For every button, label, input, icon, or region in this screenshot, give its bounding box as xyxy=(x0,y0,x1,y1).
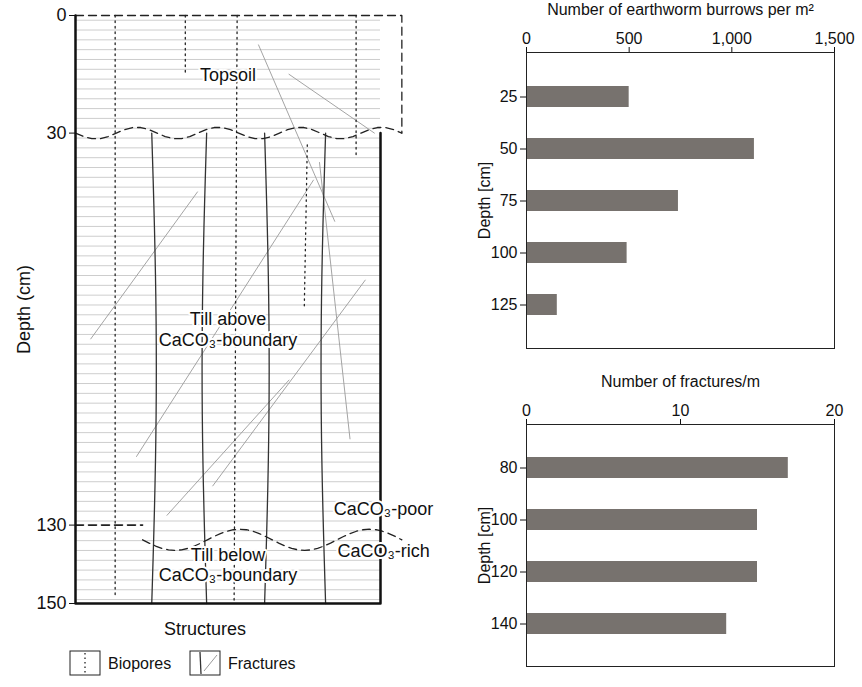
svg-text:1,000: 1,000 xyxy=(712,30,752,47)
svg-text:0: 0 xyxy=(56,5,66,25)
svg-text:0: 0 xyxy=(522,30,531,47)
svg-text:500: 500 xyxy=(616,30,643,47)
svg-text:25: 25 xyxy=(500,88,518,105)
svg-text:CaCO₃-poor: CaCO₃-poor xyxy=(334,499,433,519)
svg-text:Number of fractures/m: Number of fractures/m xyxy=(601,373,760,390)
svg-text:100: 100 xyxy=(491,244,518,261)
svg-text:50: 50 xyxy=(500,140,518,157)
svg-text:Structures: Structures xyxy=(164,619,246,639)
svg-text:20: 20 xyxy=(826,402,844,419)
svg-text:Till belowCaCO₃-boundary: Till belowCaCO₃-boundary xyxy=(159,545,297,586)
svg-text:120: 120 xyxy=(491,563,518,580)
svg-text:Depth [cm]: Depth [cm] xyxy=(476,507,493,584)
svg-text:150: 150 xyxy=(36,593,66,613)
svg-text:Biopores: Biopores xyxy=(108,655,171,672)
svg-text:CaCO₃-rich: CaCO₃-rich xyxy=(337,541,429,561)
svg-text:1,500: 1,500 xyxy=(814,30,854,47)
svg-text:100: 100 xyxy=(491,511,518,528)
svg-text:0: 0 xyxy=(522,402,531,419)
svg-text:30: 30 xyxy=(46,123,66,143)
svg-text:Fractures: Fractures xyxy=(228,655,296,672)
svg-text:Number of earthworm burrows pe: Number of earthworm burrows per m² xyxy=(547,1,814,18)
svg-text:80: 80 xyxy=(500,459,518,476)
svg-text:Depth (cm): Depth (cm) xyxy=(14,265,34,354)
svg-text:130: 130 xyxy=(36,515,66,535)
svg-text:75: 75 xyxy=(500,192,518,209)
svg-text:140: 140 xyxy=(491,615,518,632)
svg-text:125: 125 xyxy=(491,296,518,313)
svg-text:Depth [cm]: Depth [cm] xyxy=(476,162,493,239)
svg-text:10: 10 xyxy=(672,402,690,419)
svg-text:Topsoil: Topsoil xyxy=(200,65,256,85)
svg-text:Till aboveCaCO₃-boundary: Till aboveCaCO₃-boundary xyxy=(159,309,297,350)
